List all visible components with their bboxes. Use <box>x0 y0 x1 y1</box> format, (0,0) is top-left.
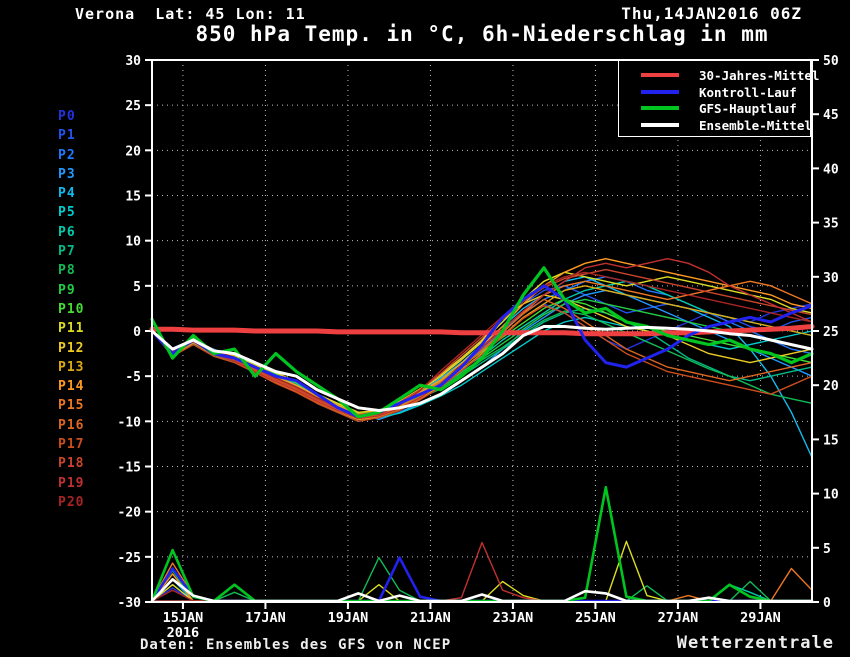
member-label-P1: P1 <box>58 128 76 144</box>
y-right-tick-label: 45 <box>823 108 839 123</box>
member-precip-line-P11 <box>151 540 813 602</box>
main-temp-line <box>149 324 815 337</box>
main-temp-line <box>150 325 814 412</box>
legend-swatch <box>641 89 679 94</box>
x-year-label: 2016 <box>167 625 200 641</box>
member-label-P7: P7 <box>58 244 76 260</box>
y-left-tick-label: 30 <box>125 54 141 69</box>
legend-label: Ensemble-Mittel <box>699 117 812 133</box>
member-label-P12: P12 <box>58 340 85 356</box>
y-left-tick-label: -15 <box>118 461 141 476</box>
y-right-tick-label: 25 <box>823 325 839 340</box>
y-left-tick-label: -5 <box>125 370 141 385</box>
y-right-tick-label: 10 <box>823 488 839 503</box>
member-label-P4: P4 <box>58 186 76 202</box>
member-temp-line-P17 <box>151 305 813 422</box>
member-label-P0: P0 <box>58 109 76 124</box>
member-label-P8: P8 <box>58 263 76 279</box>
x-tick-label: 29JAN <box>740 610 781 626</box>
member-label-P17: P17 <box>58 437 85 453</box>
y-left-tick-label: -10 <box>118 415 142 430</box>
legend-item: 30-Jahres-Mittel <box>619 67 819 83</box>
x-tick-label: 23JAN <box>493 610 534 626</box>
y-right-tick-label: 20 <box>823 379 839 394</box>
y-right-tick-label: 40 <box>823 162 839 177</box>
main-temp-line <box>150 266 814 419</box>
x-tick-label: 19JAN <box>328 610 369 626</box>
y-left-tick-label: -30 <box>118 596 142 611</box>
member-label-P10: P10 <box>58 301 85 317</box>
legend-item: GFS-Hauptlauf <box>619 100 810 116</box>
legend-label: Kontroll-Lauf <box>699 84 797 100</box>
legend-label: 30-Jahres-Mittel <box>699 68 820 83</box>
member-label-P3: P3 <box>58 166 76 182</box>
x-tick-label: 15JAN <box>163 610 204 626</box>
member-precip-line-P19 <box>151 541 813 602</box>
y-left-tick-label: 5 <box>133 280 141 295</box>
member-temp-line-P19 <box>151 258 813 420</box>
member-temp-line-P18 <box>151 268 813 416</box>
y-left-tick-label: -25 <box>118 551 141 566</box>
station-label: Verona Lat: 45 Lon: 11 <box>75 5 306 23</box>
member-labels-column: P0 P1 P2 P3 P4 P5 P6 P7 P8 P9 P10 P11 P12 P13 P14 P15 P1… <box>58 109 84 514</box>
data-source-label: Daten: Ensembles des GFS von NCEP <box>140 637 452 653</box>
y-right-tick-label: 30 <box>823 271 839 286</box>
member-label-P19: P19 <box>58 475 85 491</box>
y-left-tick-label: -20 <box>118 506 142 521</box>
y-left-tick-label: 15 <box>125 190 141 205</box>
brand-label: Wetterzentrale <box>676 633 834 653</box>
plot-border <box>151 59 813 603</box>
y-left-tick-label: 20 <box>125 144 141 159</box>
member-label-P11: P11 <box>58 321 85 337</box>
legend-swatch <box>641 73 679 77</box>
member-temp-line-P16 <box>151 298 813 418</box>
legend-item: Kontroll-Lauf <box>619 84 810 100</box>
member-label-P9: P9 <box>58 282 76 298</box>
x-tick-label: 21JAN <box>410 610 451 626</box>
y-right-tick-label: 5 <box>823 542 831 557</box>
member-label-P5: P5 <box>58 205 76 221</box>
y-left-tick-label: 10 <box>125 235 141 250</box>
member-label-P13: P13 <box>58 359 85 375</box>
member-label-P15: P15 <box>58 398 85 414</box>
y-right-tick-label: 35 <box>823 217 839 232</box>
member-label-P14: P14 <box>58 379 85 395</box>
x-tick-label: 17JAN <box>245 610 286 626</box>
x-tick-label: 27JAN <box>658 610 699 626</box>
y-right-tick-label: 15 <box>823 433 839 448</box>
member-label-P18: P18 <box>58 456 85 472</box>
y-left-tick-label: 0 <box>133 325 141 340</box>
member-temp-line-P2 <box>151 276 813 422</box>
y-left-tick-label: 25 <box>125 99 141 114</box>
y-right-tick-label: 0 <box>823 596 831 611</box>
member-label-P16: P16 <box>58 417 85 433</box>
legend-swatch <box>641 122 679 127</box>
legend-swatch <box>641 106 679 110</box>
run-datetime-label: Thu,14JAN2016 06Z <box>621 4 802 23</box>
legend-item: Ensemble-Mittel <box>619 117 812 133</box>
y-right-tick-label: 50 <box>823 54 839 69</box>
legend-label: GFS-Hauptlauf <box>699 101 797 116</box>
chart-title: 850 hPa Temp. in °C, 6h-Niederschlag in … <box>195 22 769 46</box>
x-tick-label: 25JAN <box>575 610 616 626</box>
member-label-P20: P20 <box>58 494 85 510</box>
chart-legend: 30-Jahres-Mittel Kontroll-Lauf GFS-Hauptla… <box>618 60 819 137</box>
member-label-P6: P6 <box>58 224 76 240</box>
member-label-P2: P2 <box>58 147 76 163</box>
